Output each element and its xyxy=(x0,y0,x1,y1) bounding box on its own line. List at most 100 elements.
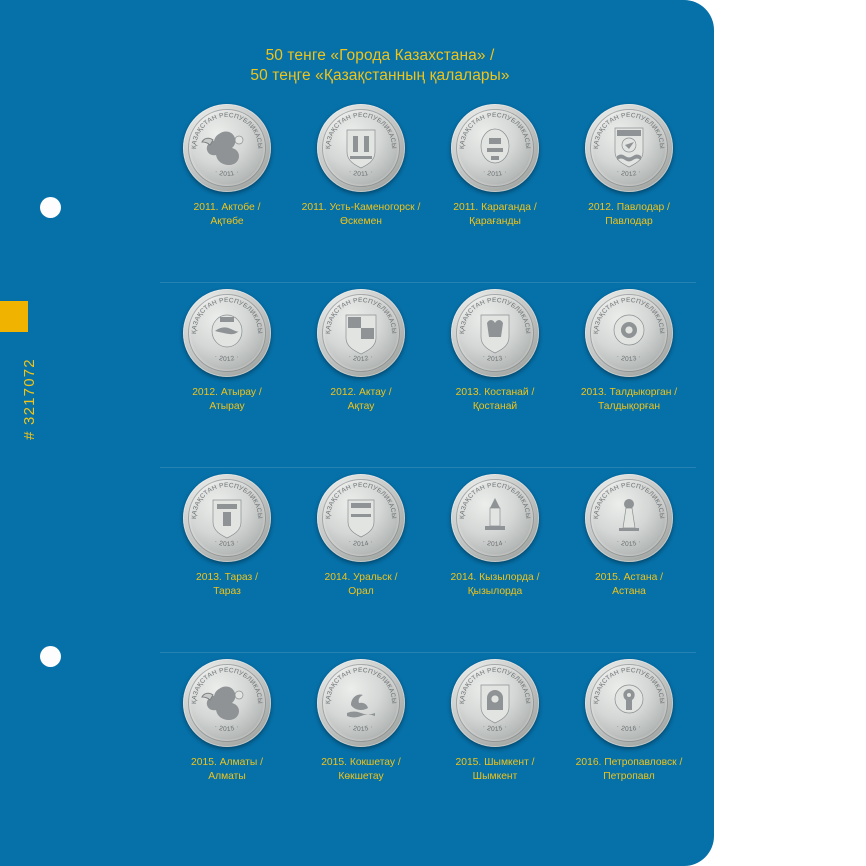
album-number-label: # 3217072 xyxy=(21,358,38,440)
coin-shield-waves-icon[interactable]: ҚАЗАҚСТАН РЕСПУБЛИКАСЫ · 2012 · xyxy=(585,104,673,192)
coin-caption-line-1: 2015. Шымкент / xyxy=(455,757,535,768)
row-divider xyxy=(160,652,696,653)
coin-caption: 2014. Кызылорда / Қызылорда xyxy=(428,571,562,598)
coin-rim xyxy=(456,664,534,742)
coin-caption-line-2: Атырау xyxy=(209,400,245,412)
coin-round-crest-icon[interactable]: ҚАЗАҚСТАН РЕСПУБЛИКАСЫ · 2013 · xyxy=(585,289,673,377)
coin-reeding xyxy=(585,104,673,192)
coin-slot[interactable]: ҚАЗАҚСТАН РЕСПУБЛИКАСЫ · 2015 · 2015. Ал… xyxy=(160,653,294,833)
row-divider xyxy=(160,282,696,283)
coin-rim xyxy=(456,479,534,557)
coin-reeding xyxy=(317,659,405,747)
coin-swan-lake-icon[interactable]: ҚАЗАҚСТАН РЕСПУБЛИКАСЫ · 2015 · xyxy=(317,659,405,747)
album-page: 50 тенге «Города Казахстана» / 50 теңге … xyxy=(0,0,714,866)
coin-caption-line-2: Қарағанды xyxy=(469,215,521,227)
coin-rim xyxy=(188,479,266,557)
coin-caption-line-1: 2016. Петропавловск / xyxy=(575,757,683,768)
coin-caption-line-2: Павлодар xyxy=(605,215,653,227)
coin-reeding xyxy=(585,659,673,747)
coin-rim xyxy=(322,109,400,187)
coin-reeding xyxy=(317,474,405,562)
coin-caption: 2012. Атырау / Атырау xyxy=(160,386,294,413)
coin-shield-arch-icon[interactable]: ҚАЗАҚСТАН РЕСПУБЛИКАСЫ · 2015 · xyxy=(451,659,539,747)
coin-caption: 2016. Петропавловск / Петропавл xyxy=(562,756,696,783)
coin-caption-line-1: 2011. Актобе / xyxy=(193,202,261,213)
coin-reeding xyxy=(317,289,405,377)
coin-rim xyxy=(188,294,266,372)
coin-slot[interactable]: ҚАЗАҚСТАН РЕСПУБЛИКАСЫ · 2014 · 2014. Ур… xyxy=(294,468,428,648)
coin-reeding xyxy=(451,289,539,377)
coin-sturgeon-crest-icon[interactable]: ҚАЗАҚСТАН РЕСПУБЛИКАСЫ · 2012 · xyxy=(183,289,271,377)
coin-caption: 2015. Шымкент / Шымкент xyxy=(428,756,562,783)
coin-caption-line-1: 2012. Актау / xyxy=(330,387,392,398)
coin-caption-line-1: 2014. Кызылорда / xyxy=(450,572,540,583)
coin-reeding xyxy=(451,104,539,192)
row-divider xyxy=(160,467,696,468)
coin-slot[interactable]: ҚАЗАҚСТАН РЕСПУБЛИКАСЫ · 2014 · 2014. Кы… xyxy=(428,468,562,648)
coin-caption: 2012. Павлодар / Павлодар xyxy=(562,201,696,228)
coin-slot[interactable]: ҚАЗАҚСТАН РЕСПУБЛИКАСЫ · 2015 · 2015. Шы… xyxy=(428,653,562,833)
coin-rim xyxy=(590,664,668,742)
coin-slot[interactable]: ҚАЗАҚСТАН РЕСПУБЛИКАСЫ · 2016 · 2016. Пе… xyxy=(562,653,696,833)
coin-caption-line-2: Орал xyxy=(348,585,374,597)
coin-row: ҚАЗАҚСТАН РЕСПУБЛИКАСЫ · 2012 · 2012. Ат… xyxy=(160,283,696,468)
coin-caption-line-2: Петропавл xyxy=(603,770,655,782)
coin-reeding xyxy=(585,474,673,562)
page-title-line-2: 50 теңге «Қазақстанның қалалары» xyxy=(250,67,510,85)
coin-slot[interactable]: ҚАЗАҚСТАН РЕСПУБЛИКАСЫ · 2011 · 2011. Ус… xyxy=(294,98,428,278)
coin-caption-line-1: 2015. Алматы / xyxy=(191,757,263,768)
coin-caption-line-2: Талдықорған xyxy=(597,400,661,412)
coin-caption-line-1: 2013. Талдыкорган / xyxy=(580,387,678,398)
coin-slot[interactable]: ҚАЗАҚСТАН РЕСПУБЛИКАСЫ · 2015 · 2015. Ко… xyxy=(294,653,428,833)
coin-caption-line-2: Шымкент xyxy=(472,770,518,782)
coin-caption-line-1: 2014. Уральск / xyxy=(324,572,398,583)
coin-caption: 2014. Уральск / Орал xyxy=(294,571,428,598)
coin-caption-line-1: 2012. Атырау / xyxy=(192,387,262,398)
coin-rim xyxy=(590,479,668,557)
coin-shield-tower-icon[interactable]: ҚАЗАҚСТАН РЕСПУБЛИКАСЫ · 2013 · xyxy=(183,474,271,562)
coin-rim xyxy=(322,664,400,742)
coin-monument-icon[interactable]: ҚАЗАҚСТАН РЕСПУБЛИКАСЫ · 2014 · xyxy=(451,474,539,562)
binder-hole-icon xyxy=(40,646,61,667)
coin-caption: 2011. Актобе / Ақтөбе xyxy=(160,201,294,228)
coin-slot[interactable]: ҚАЗАҚСТАН РЕСПУБЛИКАСЫ · 2013 · 2013. Та… xyxy=(562,283,696,463)
coin-caption-line-1: 2012. Павлодар / xyxy=(588,202,670,213)
coin-caption-line-1: 2011. Караганда / xyxy=(453,202,537,213)
coin-rim xyxy=(456,109,534,187)
coin-snow-leopard-icon[interactable]: ҚАЗАҚСТАН РЕСПУБЛИКАСЫ · 2015 · xyxy=(183,659,271,747)
coin-slot[interactable]: ҚАЗАҚСТАН РЕСПУБЛИКАСЫ · 2012 · 2012. Па… xyxy=(562,98,696,278)
coin-reeding xyxy=(451,659,539,747)
coin-caption-line-2: Алматы xyxy=(208,770,246,782)
coin-oval-crest-icon[interactable]: ҚАЗАҚСТАН РЕСПУБЛИКАСЫ · 2011 · xyxy=(451,104,539,192)
coin-rim xyxy=(590,294,668,372)
coin-slot[interactable]: ҚАЗАҚСТАН РЕСПУБЛИКАСЫ · 2012 · 2012. Ат… xyxy=(160,283,294,463)
coin-winged-leopard-icon[interactable]: ҚАЗАҚСТАН РЕСПУБЛИКАСЫ · 2011 · xyxy=(183,104,271,192)
coin-row: ҚАЗАҚСТАН РЕСПУБЛИКАСЫ · 2015 · 2015. Ал… xyxy=(160,653,696,838)
coin-slot[interactable]: ҚАЗАҚСТАН РЕСПУБЛИКАСЫ · 2013 · 2013. Та… xyxy=(160,468,294,648)
coin-row: ҚАЗАҚСТАН РЕСПУБЛИКАСЫ · 2013 · 2013. Та… xyxy=(160,468,696,653)
coin-grid: ҚАЗАҚСТАН РЕСПУБЛИКАСЫ · 2011 · 2011. Ак… xyxy=(160,98,696,838)
coin-slot[interactable]: ҚАЗАҚСТАН РЕСПУБЛИКАСЫ · 2011 · 2011. Ка… xyxy=(428,98,562,278)
coin-caption: 2015. Кокшетау / Көкшетау xyxy=(294,756,428,783)
coin-slot[interactable]: ҚАЗАҚСТАН РЕСПУБЛИКАСЫ · 2015 · 2015. Ас… xyxy=(562,468,696,648)
coin-shield-gates-icon[interactable]: ҚАЗАҚСТАН РЕСПУБЛИКАСЫ · 2011 · xyxy=(317,104,405,192)
coin-slot[interactable]: ҚАЗАҚСТАН РЕСПУБЛИКАСЫ · 2013 · 2013. Ко… xyxy=(428,283,562,463)
coin-caption-line-2: Өскемен xyxy=(340,215,382,227)
coin-rim xyxy=(188,664,266,742)
coin-caption-line-2: Көкшетау xyxy=(338,770,384,782)
coin-horses-crest-icon[interactable]: ҚАЗАҚСТАН РЕСПУБЛИКАСЫ · 2013 · xyxy=(451,289,539,377)
coin-slot[interactable]: ҚАЗАҚСТАН РЕСПУБЛИКАСЫ · 2011 · 2011. Ак… xyxy=(160,98,294,278)
coin-shield-quartered-icon[interactable]: ҚАЗАҚСТАН РЕСПУБЛИКАСЫ · 2012 · xyxy=(317,289,405,377)
coin-shield-plain-icon[interactable]: ҚАЗАҚСТАН РЕСПУБЛИКАСЫ · 2014 · xyxy=(317,474,405,562)
coin-caption-line-2: Тараз xyxy=(213,585,241,597)
coin-caption-line-2: Астана xyxy=(612,585,646,597)
coin-reeding xyxy=(183,289,271,377)
binder-hole-icon xyxy=(40,197,61,218)
coin-slot[interactable]: ҚАЗАҚСТАН РЕСПУБЛИКАСЫ · 2012 · 2012. Ак… xyxy=(294,283,428,463)
coin-baiterek-tower-icon[interactable]: ҚАЗАҚСТАН РЕСПУБЛИКАСЫ · 2015 · xyxy=(585,474,673,562)
coin-rim xyxy=(456,294,534,372)
coin-caption: 2013. Тараз / Тараз xyxy=(160,571,294,598)
coin-sun-key-icon[interactable]: ҚАЗАҚСТАН РЕСПУБЛИКАСЫ · 2016 · xyxy=(585,659,673,747)
coin-caption-line-2: Қызылорда xyxy=(467,585,523,597)
coin-reeding xyxy=(317,104,405,192)
